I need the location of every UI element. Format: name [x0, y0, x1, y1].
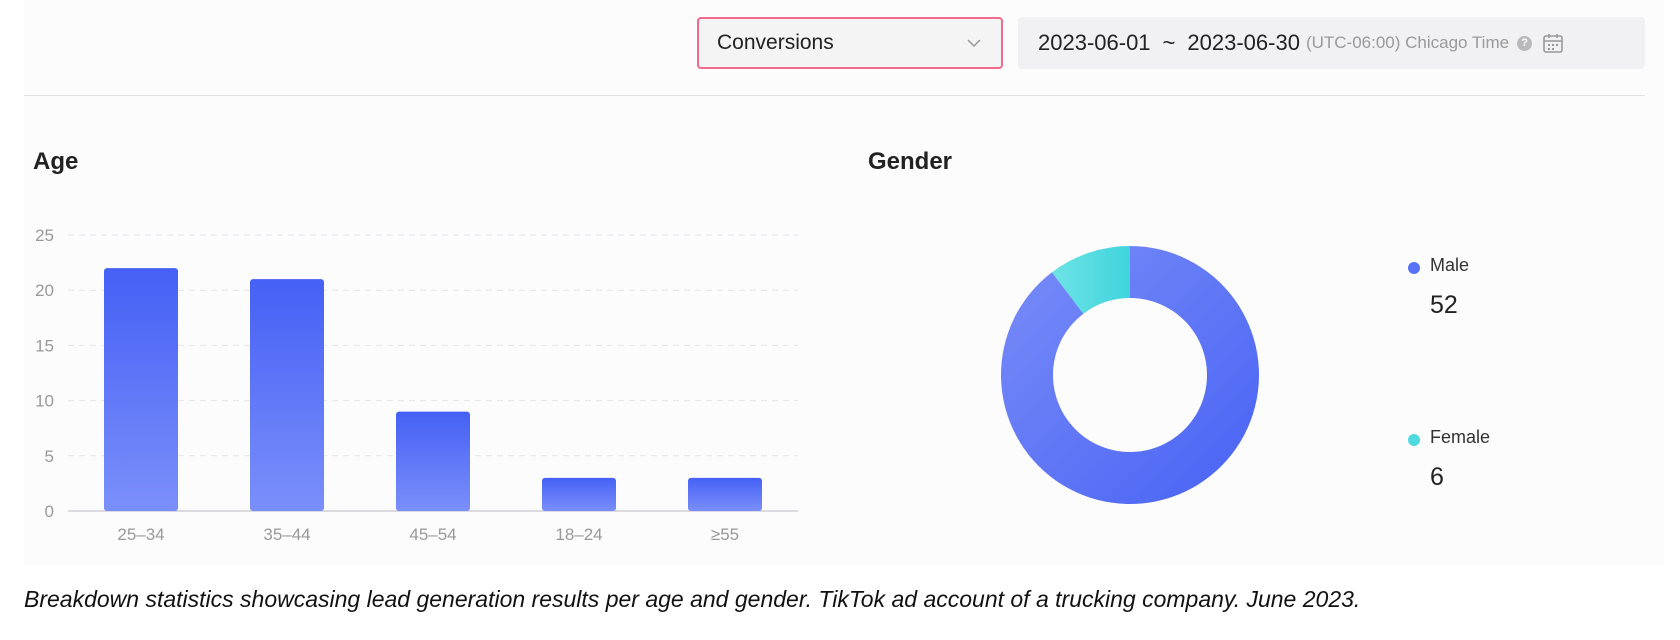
x-tick-label: 45–54 — [409, 525, 456, 544]
gender-chart-title: Gender — [868, 148, 953, 175]
donut-slice-female[interactable] — [1051, 246, 1130, 314]
bar[interactable] — [250, 279, 324, 511]
age-bar-chart: 0 5 10 15 20 25 25–34 35–44 45–54 18–24 ≥55 — [35, 226, 798, 544]
x-tick-label: 25–34 — [117, 525, 164, 544]
y-tick-label: 20 — [35, 281, 54, 300]
legend-value-female: 6 — [1430, 463, 1444, 491]
date-start: 2023-06-01 — [1038, 30, 1151, 55]
legend-dot-female — [1408, 434, 1420, 446]
date-separator: ~ — [1162, 30, 1176, 55]
bar[interactable] — [542, 477, 616, 511]
figure-caption: Breakdown statistics showcasing lead gen… — [24, 586, 1361, 612]
metric-dropdown[interactable]: Conversions — [697, 17, 1003, 69]
donut-slice-male[interactable] — [1001, 246, 1259, 504]
gender-donut-chart — [1001, 246, 1259, 504]
age-chart-title: Age — [33, 148, 79, 175]
question-circle-icon[interactable]: ? — [1517, 35, 1533, 51]
y-tick-label: 10 — [35, 392, 54, 411]
y-tick-label: 15 — [35, 336, 54, 355]
date-end: 2023-06-30 — [1187, 30, 1300, 55]
x-tick-label: 18–24 — [555, 525, 602, 544]
bar[interactable] — [396, 411, 470, 511]
legend-dot-male — [1408, 262, 1420, 274]
legend-value-male: 52 — [1430, 291, 1458, 319]
chevron-down-icon — [967, 39, 981, 48]
calendar-icon[interactable] — [1542, 32, 1564, 54]
legend-label-female: Female — [1430, 427, 1491, 447]
y-tick-label: 0 — [45, 502, 54, 521]
x-tick-label: 35–44 — [263, 525, 310, 544]
legend-label-male: Male — [1430, 255, 1470, 275]
date-range-picker[interactable]: 2023-06-01 ~ 2023-06-30 (UTC-06:00) Chic… — [1018, 17, 1645, 69]
bar[interactable] — [104, 268, 178, 511]
y-tick-label: 5 — [45, 447, 54, 466]
metric-dropdown-label: Conversions — [717, 31, 834, 54]
x-tick-label: ≥55 — [711, 525, 739, 544]
header-divider — [24, 95, 1645, 96]
y-tick-label: 25 — [35, 226, 54, 245]
bar[interactable] — [688, 477, 762, 511]
timezone-label: (UTC-06:00) Chicago Time — [1305, 33, 1510, 52]
